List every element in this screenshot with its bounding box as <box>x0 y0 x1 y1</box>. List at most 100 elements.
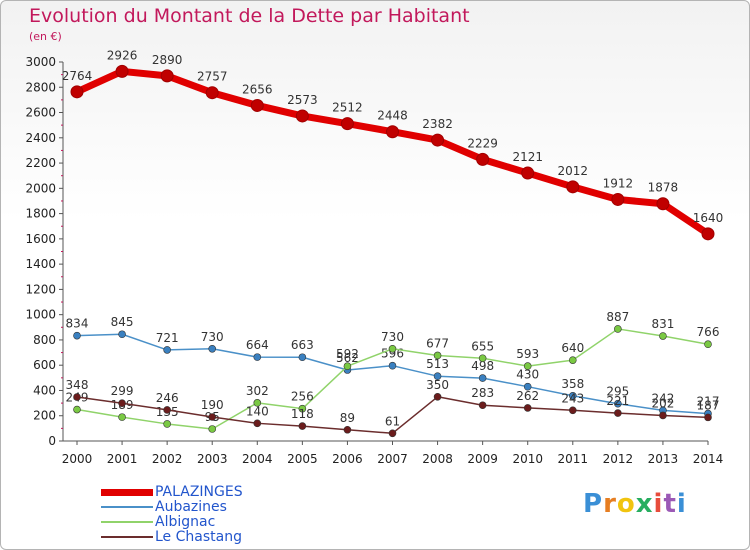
data-point <box>163 406 171 414</box>
data-label: 887 <box>606 310 629 324</box>
data-point <box>611 192 625 206</box>
y-tick-label: 1200 <box>25 282 56 296</box>
data-point <box>566 180 580 194</box>
data-label: 663 <box>291 338 314 352</box>
data-point <box>73 393 81 401</box>
data-label: 2512 <box>332 101 363 115</box>
data-point <box>433 392 442 401</box>
y-tick-label: 1800 <box>25 207 56 221</box>
logo-letter: x <box>635 489 654 519</box>
data-label: 845 <box>111 315 134 329</box>
data-label: 2926 <box>107 48 138 62</box>
data-point <box>568 356 577 364</box>
data-label: 2764 <box>62 69 93 83</box>
data-label: 834 <box>66 317 89 331</box>
data-point <box>340 117 354 131</box>
data-point <box>704 413 712 422</box>
data-label: 358 <box>561 377 584 391</box>
logo-letter: i <box>653 489 664 519</box>
y-tick-label: 400 <box>33 383 56 397</box>
data-point <box>523 404 532 412</box>
data-label: 2382 <box>422 117 453 131</box>
y-tick-label: 3000 <box>25 55 56 69</box>
data-point <box>115 64 129 78</box>
x-tick-label: 2006 <box>332 452 363 466</box>
logo-letter: i <box>676 489 687 519</box>
data-label: 262 <box>516 389 539 403</box>
data-label: 202 <box>651 396 674 410</box>
data-point <box>70 85 84 99</box>
data-label: 655 <box>471 339 494 353</box>
data-label: 217 <box>697 395 720 409</box>
data-label: 2121 <box>512 150 543 164</box>
data-label: 295 <box>606 385 629 399</box>
data-label: 592 <box>336 347 359 361</box>
data-point <box>431 133 445 147</box>
data-point <box>250 98 264 112</box>
y-tick-label: 600 <box>33 358 56 372</box>
data-point <box>656 197 670 211</box>
data-label: 2890 <box>152 53 183 67</box>
data-label: 243 <box>561 391 584 405</box>
logo-letter: o <box>616 489 636 519</box>
data-point <box>614 325 622 333</box>
data-label: 730 <box>201 330 224 344</box>
data-point <box>523 382 532 391</box>
x-tick-label: 2000 <box>62 452 93 466</box>
x-tick-label: 2004 <box>242 452 273 466</box>
data-label: 348 <box>66 378 89 392</box>
data-label: 140 <box>246 404 269 418</box>
data-point <box>298 353 307 362</box>
legend-label: Aubazines <box>155 499 227 515</box>
data-point <box>163 420 171 428</box>
y-tick-label: 2400 <box>25 131 56 145</box>
data-label: 640 <box>561 341 584 355</box>
data-label: 299 <box>111 384 134 398</box>
x-tick-label: 2005 <box>287 452 318 466</box>
data-label: 61 <box>385 414 400 428</box>
chart-unit-label: (en €) <box>29 30 62 43</box>
data-point <box>253 353 262 361</box>
data-label: 221 <box>606 394 629 408</box>
y-tick-label: 2000 <box>25 181 56 195</box>
x-tick-label: 2008 <box>422 452 453 466</box>
legend-swatch <box>101 489 153 496</box>
data-point <box>253 399 262 407</box>
data-label: 1878 <box>648 181 679 195</box>
y-tick-label: 2600 <box>25 106 56 120</box>
x-tick-label: 2014 <box>693 452 724 466</box>
series-line <box>75 67 710 237</box>
data-label: 664 <box>246 338 269 352</box>
data-point <box>343 425 352 434</box>
data-label: 498 <box>471 359 494 373</box>
data-point <box>478 354 487 363</box>
y-tick-label: 800 <box>33 333 56 347</box>
x-tick-label: 2003 <box>197 452 228 466</box>
x-tick-label: 2001 <box>107 452 138 466</box>
data-label: 721 <box>156 331 179 345</box>
data-point <box>253 419 262 428</box>
data-point <box>298 422 307 430</box>
data-point <box>523 362 532 370</box>
x-tick-label: 2009 <box>467 452 498 466</box>
data-label: 187 <box>697 398 720 412</box>
y-tick-label: 2200 <box>25 156 56 170</box>
data-point <box>388 344 397 353</box>
data-label: 2229 <box>467 136 498 150</box>
data-label: 430 <box>516 368 539 382</box>
legend-label: PALAZINGES <box>155 484 243 500</box>
data-point <box>118 399 126 408</box>
data-point <box>343 362 352 371</box>
legend-swatch <box>101 506 153 508</box>
legend-label: Albignac <box>155 514 216 530</box>
data-point <box>478 374 487 382</box>
x-tick-label: 2012 <box>603 452 634 466</box>
chart-title: Evolution du Montant de la Dette par Hab… <box>29 5 470 27</box>
logo-letter: r <box>603 489 617 519</box>
y-tick-label: 1600 <box>25 232 56 246</box>
legend-swatch <box>101 536 153 538</box>
legend-swatch <box>101 521 153 523</box>
data-point <box>659 411 667 420</box>
y-tick-label: 1400 <box>25 257 56 271</box>
